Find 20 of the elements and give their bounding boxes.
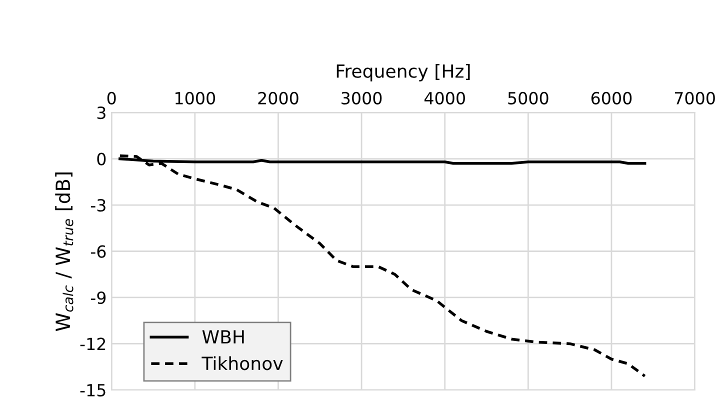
x-tick-label: 6000 <box>591 92 632 104</box>
y-tick-label: 3 <box>97 106 106 120</box>
y-tick-label: -6 <box>90 245 106 258</box>
x-tick-label: 0 <box>107 92 116 104</box>
x-axis-title: Frequency [Hz] <box>336 64 470 82</box>
y-tick-label: -3 <box>90 198 106 212</box>
x-tick-label: 3000 <box>342 92 382 104</box>
y-tick-label: -15 <box>80 384 106 397</box>
y-tick-label: -12 <box>80 338 106 350</box>
x-tick-label: 7000 <box>674 92 715 104</box>
y-tick-label: -9 <box>90 291 106 304</box>
legend-label: WBH <box>202 330 244 344</box>
x-tick-label: 2000 <box>258 92 298 104</box>
line-series <box>118 154 646 378</box>
x-tick-label: 5000 <box>508 92 548 104</box>
legend-label: Tikhonov <box>202 356 283 370</box>
y-tick-label: 0 <box>97 152 106 166</box>
x-tick-label: 4000 <box>424 92 465 104</box>
x-tick-label: 1000 <box>176 92 216 104</box>
y-axis-title: W$_{calc}$ / W$_{true}$ [dB] <box>55 172 74 332</box>
